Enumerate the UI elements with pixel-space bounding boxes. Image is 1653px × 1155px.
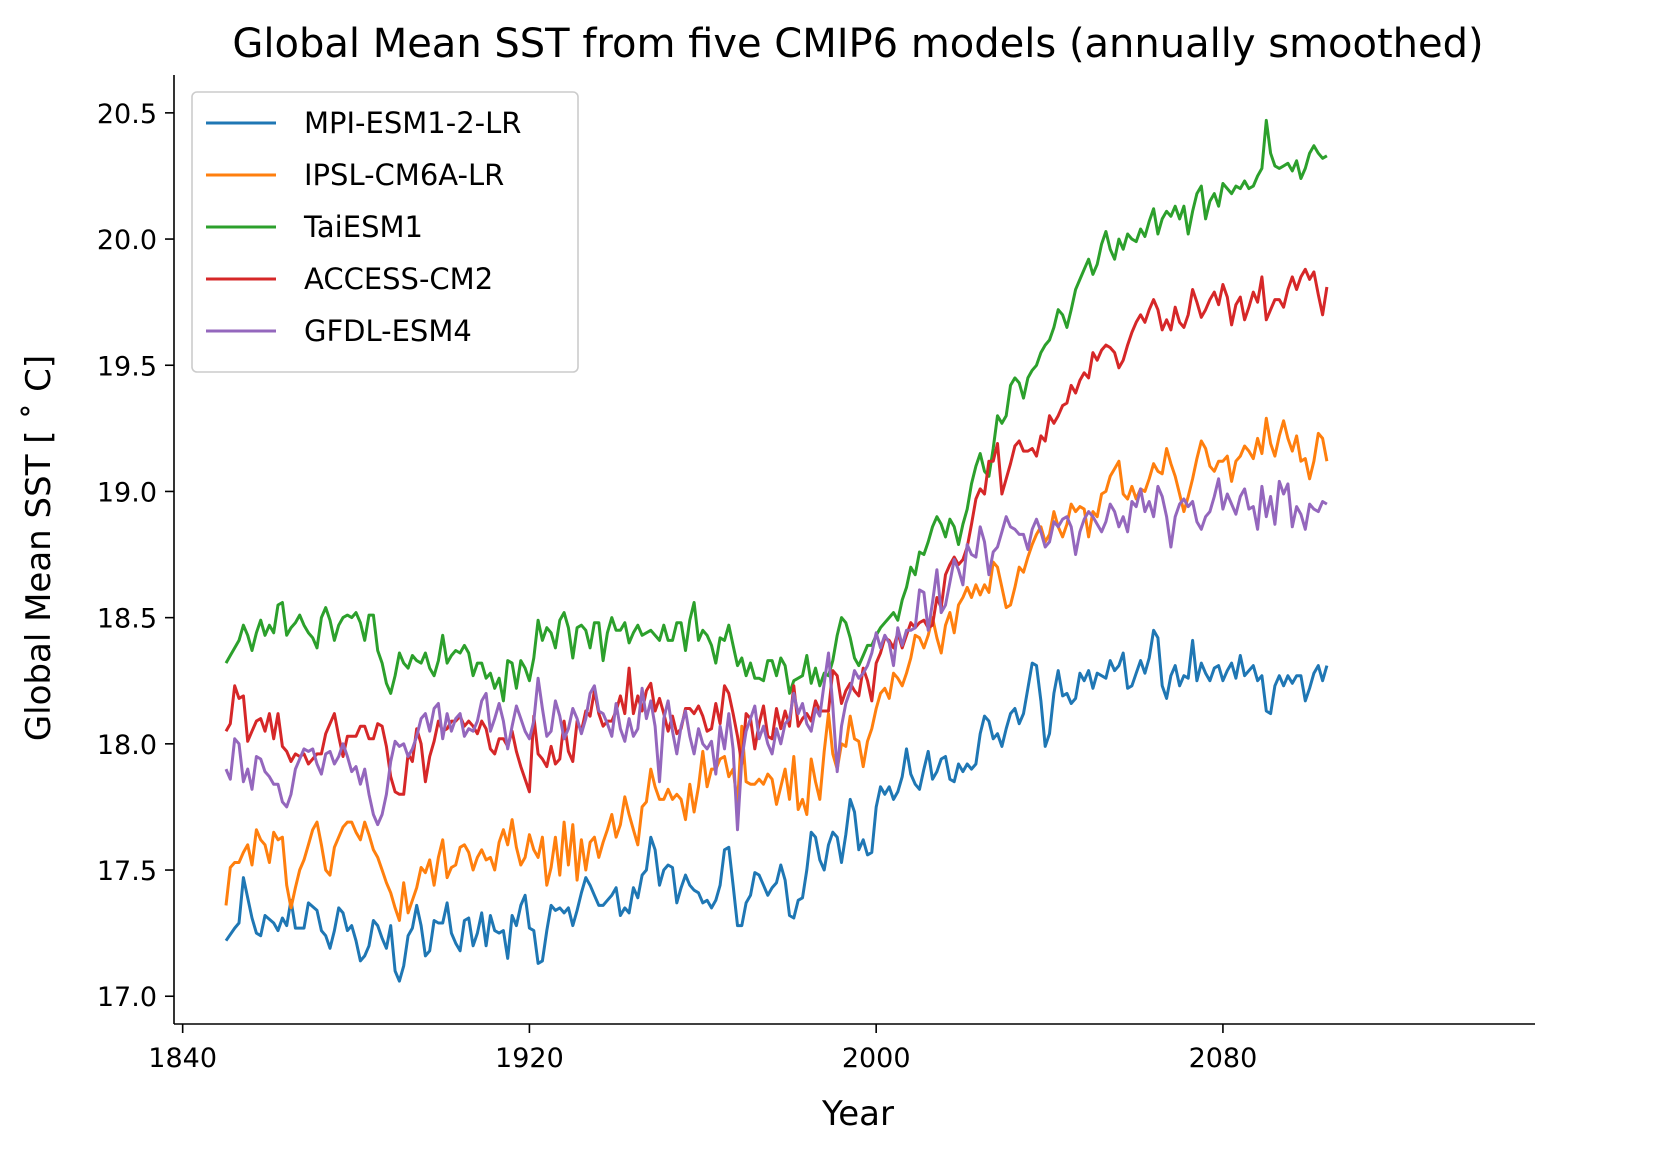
series-line-gfdl-esm4	[224, 477, 1328, 832]
legend-label: GFDL-ESM4	[304, 314, 472, 348]
y-tick-label: 17.0	[97, 982, 157, 1013]
series-line-mpi-esm1-2-lr	[224, 628, 1329, 983]
series-layer	[224, 118, 1329, 983]
x-tick-label: 2080	[1189, 1043, 1258, 1074]
chart-title: Global Mean SST from five CMIP6 models (…	[232, 21, 1483, 67]
series-line-ipsl-cm6a-lr	[224, 416, 1329, 922]
x-tick-label: 1840	[148, 1043, 217, 1074]
y-axis-label: Global Mean SST [ ˚ C]	[19, 355, 59, 741]
x-tick-label: 2000	[842, 1043, 911, 1074]
y-tick-label: 19.0	[97, 477, 157, 508]
y-tick-label: 18.5	[97, 604, 157, 635]
axes: 1840 1920 2000 2080 17.0 17.5 18.0 18.5 19.0 19.5…	[97, 75, 1535, 1074]
y-tick-label: 18.0	[97, 730, 157, 761]
legend: MPI-ESM1-2-LR IPSL-CM6A-LR TaiESM1 ACCESS-C…	[191, 91, 579, 373]
y-tick-label: 17.5	[97, 856, 157, 887]
y-tick-label: 20.0	[97, 225, 157, 256]
legend-label: TaiESM1	[303, 210, 423, 244]
legend-label: IPSL-CM6A-LR	[304, 158, 504, 192]
series-line-taiesm1	[224, 118, 1328, 703]
x-tick-label: 1920	[495, 1043, 564, 1074]
legend-frame	[191, 91, 579, 373]
legend-label: MPI-ESM1-2-LR	[304, 106, 521, 140]
y-tick-label: 19.5	[97, 351, 157, 382]
legend-label: ACCESS-CM2	[304, 262, 493, 296]
x-axis-label: Year	[821, 1094, 894, 1134]
y-tick-label: 20.5	[97, 99, 157, 130]
